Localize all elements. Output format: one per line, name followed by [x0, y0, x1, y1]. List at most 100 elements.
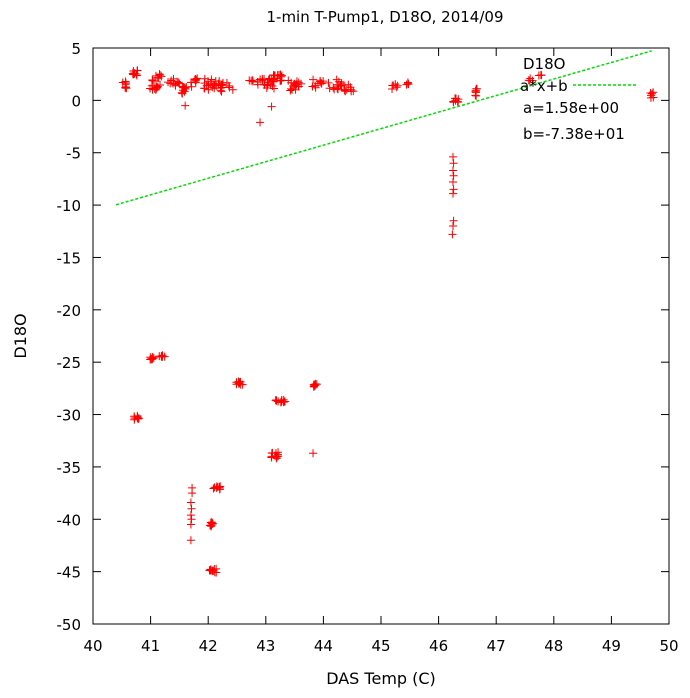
data-point: [191, 75, 200, 84]
data-point: [253, 77, 262, 86]
data-point: [284, 76, 293, 85]
data-point: [258, 76, 267, 85]
data-point: [448, 230, 457, 239]
data-point: [309, 75, 318, 84]
data-point: [472, 91, 481, 100]
data-point: [317, 78, 326, 87]
data-point: [186, 536, 195, 545]
y-tick-label: -30: [57, 407, 82, 425]
y-tick-label: 5: [71, 40, 81, 58]
data-point: [272, 453, 281, 462]
data-point: [334, 85, 343, 94]
data-point: [646, 93, 655, 102]
data-point: [151, 85, 160, 94]
x-tick-label: 43: [256, 637, 275, 655]
data-point: [404, 80, 413, 89]
y-tick-label: -45: [57, 564, 82, 582]
data-point: [262, 83, 271, 92]
data-point: [324, 78, 333, 87]
data-point: [256, 118, 265, 127]
data-point: [325, 84, 334, 93]
data-point: [526, 74, 535, 83]
tick-labels: 40 41 42 43 44 45 46 47 48 49 5050-5-10-15-20-25-3…: [57, 40, 679, 655]
legend-series-d18o-label: D18O: [523, 55, 565, 73]
data-point: [449, 152, 457, 161]
data-point: [393, 81, 402, 90]
data-point: [210, 565, 219, 574]
x-tick-label: 49: [602, 637, 621, 655]
data-point: [148, 76, 157, 85]
x-tick-label: 48: [544, 637, 563, 655]
data-point: [200, 74, 209, 83]
legend: D18O a*x+b a=1.58e+00 b=-7.38e+01: [520, 55, 638, 143]
x-axis-label: DAS Temp (C): [326, 669, 436, 688]
y-tick-label: -25: [57, 354, 82, 372]
data-point: [234, 378, 243, 387]
data-point: [297, 79, 306, 88]
data-point: [224, 81, 233, 90]
data-point: [179, 83, 188, 92]
data-point: [332, 75, 341, 84]
data-point: [267, 102, 276, 111]
data-point: [290, 79, 299, 88]
x-tick-label: 41: [141, 637, 160, 655]
y-tick-label: -35: [57, 459, 82, 477]
data-point: [316, 76, 325, 85]
data-point: [248, 76, 257, 85]
data-point: [310, 380, 319, 389]
data-point: [149, 77, 158, 86]
data-point: [270, 84, 279, 93]
data-point: [340, 85, 349, 94]
y-tick-label: -50: [57, 616, 82, 634]
data-point: [187, 515, 196, 524]
data-point: [288, 85, 297, 94]
x-tick-label: 40: [83, 637, 102, 655]
data-point: [247, 76, 256, 85]
data-point: [449, 159, 458, 168]
data-point: [449, 185, 458, 194]
x-tick-label: 44: [314, 637, 333, 655]
data-point: [451, 94, 460, 103]
y-axis-label: D18O: [11, 313, 30, 358]
data-point: [449, 189, 457, 198]
data-point: [133, 411, 142, 420]
data-point: [449, 216, 458, 225]
data-point: [187, 82, 196, 91]
data-point: [212, 568, 221, 577]
data-point: [147, 355, 156, 364]
data-point: [472, 84, 481, 93]
data-point: [275, 70, 284, 79]
data-point: [329, 83, 338, 92]
annotation-a: a=1.58e+00: [523, 99, 619, 117]
data-point: [449, 222, 457, 231]
data-point: [267, 75, 276, 84]
data-point: [392, 83, 401, 92]
data-point: [276, 76, 285, 85]
data-point: [311, 83, 320, 92]
data-point: [167, 76, 176, 85]
data-point: [449, 178, 457, 187]
data-point: [286, 86, 295, 95]
data-point: [217, 87, 226, 96]
data-point: [349, 87, 358, 96]
data-point: [129, 70, 138, 79]
data-point: [207, 75, 216, 84]
data-point: [403, 78, 412, 87]
data-point: [274, 452, 283, 461]
data-point: [454, 95, 463, 104]
legend-fit-label: a*x+b: [520, 77, 568, 95]
data-point: [216, 485, 225, 494]
data-point: [215, 483, 224, 492]
data-point: [449, 166, 457, 175]
x-tick-label: 42: [199, 637, 218, 655]
y-tick-label: -20: [57, 302, 82, 320]
data-point: [308, 82, 317, 91]
annotation-b: b=-7.38e+01: [523, 125, 625, 143]
y-tick-label: -40: [57, 511, 82, 529]
data-point: [536, 70, 545, 79]
data-point: [151, 71, 160, 80]
axis-ticks: [92, 47, 670, 625]
data-point: [471, 88, 480, 97]
data-point: [206, 566, 215, 575]
